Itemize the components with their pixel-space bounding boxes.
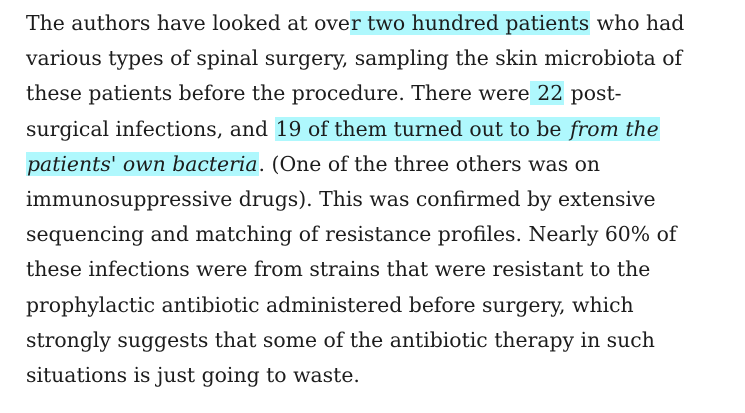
text-line: prophylactic antibiotic administered bef… <box>26 288 731 323</box>
text-segment: . (One of the three others was on <box>258 151 601 176</box>
highlighted-text[interactable]: 19 of them turned out to be <box>274 116 569 141</box>
text-segment: prophylactic antibiotic administered bef… <box>26 292 634 317</box>
text-segment: these infections were from strains that … <box>26 257 651 282</box>
text-segment: The authors have looked at ove <box>26 11 350 35</box>
text-segment: various types of spinal surgery, samplin… <box>26 46 683 71</box>
text-line: various types of spinal surgery, samplin… <box>26 41 731 76</box>
text-line: these patients before the procedure. The… <box>26 76 731 111</box>
text-line: surgical infections, and 19 of them turn… <box>26 112 731 147</box>
text-segment: these patients before the procedure. The… <box>26 81 530 106</box>
highlighted-italic-text[interactable]: from the <box>568 116 660 141</box>
text-line: these infections were from strains that … <box>26 252 731 287</box>
text-segment: situations is just going to waste. <box>26 362 360 387</box>
text-segment: strongly suggests that some of the antib… <box>26 327 655 352</box>
text-segment: surgical infections, and <box>26 116 275 141</box>
text-segment: post- <box>564 81 622 106</box>
highlighted-italic-text[interactable]: patients' own bacteria <box>26 151 259 176</box>
text-line: situations is just going to waste. <box>26 358 731 393</box>
text-segment: who had <box>590 11 685 35</box>
text-segment: immunosuppressive drugs). This was confi… <box>26 186 656 211</box>
highlighted-text[interactable]: 22 <box>529 81 565 106</box>
text-segment: sequencing and matching of resistance pr… <box>26 222 677 247</box>
highlighted-text[interactable]: r two hundred patients <box>349 11 591 35</box>
text-line: patients' own bacteria. (One of the thre… <box>26 147 731 182</box>
text-line: The authors have looked at over two hund… <box>26 6 731 41</box>
text-line: strongly suggests that some of the antib… <box>26 323 731 358</box>
text-line: immunosuppressive drugs). This was confi… <box>26 182 731 217</box>
article-paragraph: The authors have looked at over two hund… <box>26 6 731 393</box>
text-line: sequencing and matching of resistance pr… <box>26 217 731 252</box>
